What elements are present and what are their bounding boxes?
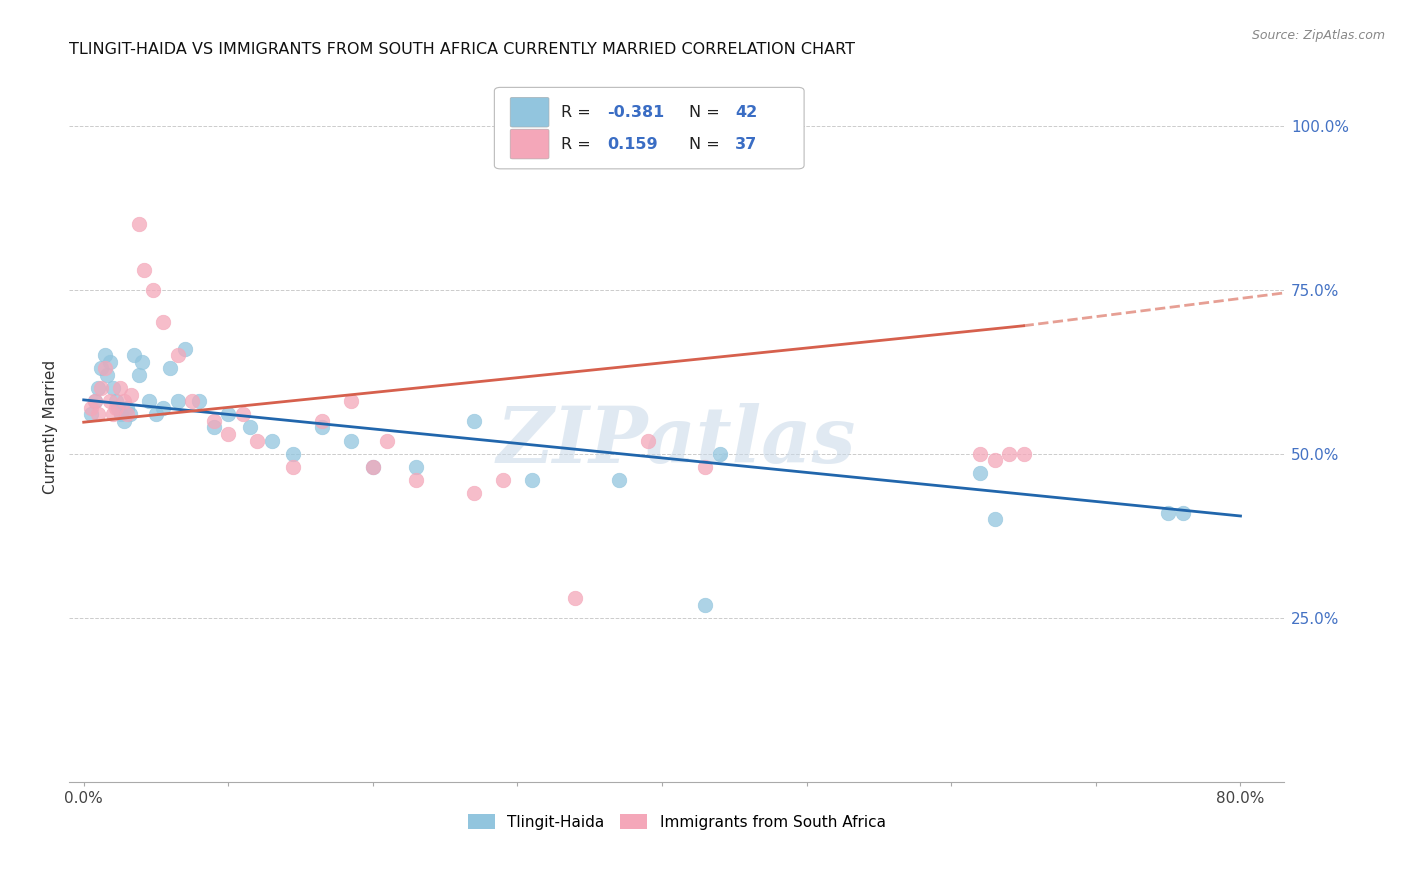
Point [983, 512, 1005, 526]
Point [134, 263, 156, 277]
Point [709, 447, 731, 461]
Point [564, 591, 586, 605]
Text: R =: R = [561, 136, 591, 152]
Point [142, 283, 165, 297]
Point [112, 394, 135, 409]
FancyBboxPatch shape [495, 87, 804, 169]
Point [108, 381, 131, 395]
Point [87, 407, 110, 421]
Point [104, 401, 127, 415]
Point [166, 394, 188, 409]
Point [110, 407, 132, 421]
Point [340, 434, 363, 448]
Point [101, 407, 124, 421]
Point [152, 401, 174, 415]
Point [283, 447, 305, 461]
Point [311, 420, 333, 434]
Point [1171, 506, 1194, 520]
Point [202, 414, 225, 428]
Point [232, 407, 254, 421]
Point [492, 473, 515, 487]
Point [94, 361, 117, 376]
Point [998, 447, 1021, 461]
Text: R =: R = [561, 104, 591, 120]
Point [695, 459, 717, 474]
Point [246, 434, 269, 448]
Text: TLINGIT-HAIDA VS IMMIGRANTS FROM SOUTH AFRICA CURRENTLY MARRIED CORRELATION CHAR: TLINGIT-HAIDA VS IMMIGRANTS FROM SOUTH A… [69, 42, 855, 57]
FancyBboxPatch shape [510, 97, 548, 127]
Point [983, 453, 1005, 467]
Point [80, 401, 103, 415]
Point [128, 217, 150, 231]
Point [361, 459, 384, 474]
Point [138, 394, 160, 409]
Point [520, 473, 543, 487]
Point [695, 598, 717, 612]
Point [188, 394, 211, 409]
Point [405, 459, 427, 474]
Point [118, 407, 141, 421]
Point [115, 407, 138, 421]
Point [174, 342, 197, 356]
Point [217, 407, 239, 421]
Text: 42: 42 [735, 104, 756, 120]
Point [159, 361, 181, 376]
Point [98, 355, 121, 369]
Point [311, 414, 333, 428]
Point [124, 348, 146, 362]
Point [84, 394, 107, 409]
Point [405, 473, 427, 487]
Point [87, 381, 110, 395]
Text: N =: N = [689, 104, 720, 120]
Text: N =: N = [689, 136, 720, 152]
Point [128, 368, 150, 382]
Point [96, 368, 118, 382]
Point [112, 414, 135, 428]
Point [969, 467, 991, 481]
Point [607, 473, 630, 487]
Point [94, 348, 117, 362]
Point [969, 447, 991, 461]
Y-axis label: Currently Married: Currently Married [44, 360, 58, 494]
Point [375, 434, 398, 448]
Point [80, 407, 103, 421]
Point [1157, 506, 1180, 520]
Point [120, 387, 142, 401]
Point [202, 420, 225, 434]
Point [166, 348, 188, 362]
Point [637, 434, 659, 448]
Point [361, 459, 384, 474]
Text: Source: ZipAtlas.com: Source: ZipAtlas.com [1251, 29, 1385, 42]
Point [115, 401, 138, 415]
Point [340, 394, 363, 409]
Text: 37: 37 [735, 136, 756, 152]
Legend: Tlingit-Haida, Immigrants from South Africa: Tlingit-Haida, Immigrants from South Afr… [463, 809, 890, 834]
FancyBboxPatch shape [510, 129, 548, 159]
Point [260, 434, 283, 448]
Point [101, 381, 124, 395]
Point [98, 394, 121, 409]
Point [152, 316, 174, 330]
Point [90, 361, 112, 376]
Point [90, 381, 112, 395]
Point [104, 394, 127, 409]
Text: -0.381: -0.381 [607, 104, 665, 120]
Text: 0.159: 0.159 [607, 136, 658, 152]
Point [131, 355, 153, 369]
Point [239, 420, 262, 434]
Point [1012, 447, 1035, 461]
Point [181, 394, 204, 409]
Point [145, 407, 167, 421]
Text: ZIPatlas: ZIPatlas [496, 403, 856, 480]
Point [463, 486, 485, 500]
Point [107, 401, 129, 415]
Point [283, 459, 305, 474]
Point [463, 414, 485, 428]
Point [217, 427, 239, 442]
Point [84, 394, 107, 409]
